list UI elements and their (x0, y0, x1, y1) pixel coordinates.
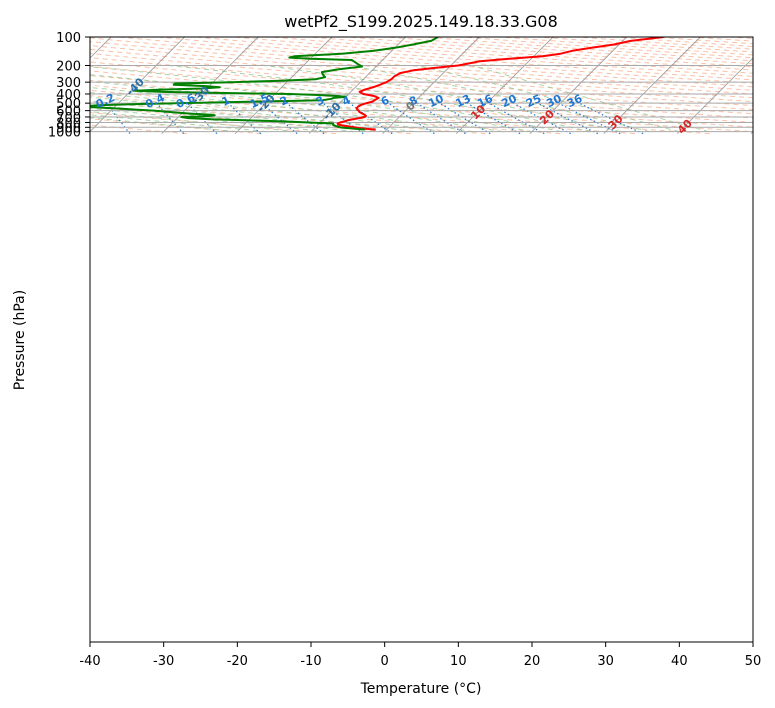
y-tick-label: 600 (56, 105, 81, 120)
profile-lines (90, 37, 664, 131)
mixing-ratio-label: 16 (475, 92, 495, 110)
y-tick-label: 700 (56, 111, 81, 126)
y-tick-label: 800 (56, 116, 81, 131)
dry-adiabat-line (90, 57, 753, 111)
dry-adiabat-line (90, 44, 753, 99)
dry-adiabat-line (90, 37, 753, 91)
dry-adiabat-line (90, 61, 753, 115)
isotherm-line (676, 57, 753, 134)
mixing-ratio-line (513, 102, 572, 135)
x-tick-label: 10 (450, 654, 467, 669)
moist-adiabat-line (263, 65, 621, 133)
y-tick-label: 400 (56, 88, 81, 103)
x-tick-label: -20 (227, 654, 248, 669)
mixing-ratio-line (187, 102, 218, 135)
dry-adiabat-line (196, 37, 753, 81)
x-tick-label: 30 (597, 654, 614, 669)
y-tick-label: 500 (56, 97, 81, 112)
dry-adiabat-line (386, 37, 753, 65)
isotherm-line (90, 37, 112, 59)
mixing-ratio-label: 13 (454, 92, 473, 110)
x-axis-label: Temperature (°C) (360, 681, 482, 697)
dry-adiabat-line (90, 70, 753, 123)
y-axis-label: Pressure (hPa) (12, 290, 28, 390)
y-tick-label: 300 (56, 76, 81, 91)
isotherm-line (161, 37, 259, 134)
isotherm-line (234, 37, 333, 134)
chart-title: wetPf2_S199.2025.149.18.33.G08 (284, 12, 558, 32)
x-tick-label: 50 (745, 654, 762, 669)
y-tick-label: 1000 (48, 126, 81, 141)
x-axis: -40 -30 -20 -10 0 10 20 30 40 50 (79, 642, 761, 669)
y-tick-label: 900 (56, 121, 81, 136)
x-tick-label: 0 (381, 654, 389, 669)
moist-adiabat-line (90, 81, 503, 133)
moist-adiabat-line (90, 86, 474, 133)
dewpoint-line (90, 37, 439, 131)
moist-adiabat-line (90, 96, 415, 133)
dry-adiabat-line (348, 37, 753, 68)
isotherm-line (382, 37, 480, 134)
temperature-line (336, 37, 664, 131)
mixing-ratio-line (579, 102, 644, 135)
mixing-ratio-label: 36 (565, 92, 585, 110)
x-tick-label: 20 (524, 654, 541, 669)
mixing-ratio-line (416, 102, 466, 135)
y-tick-label: 200 (56, 59, 81, 74)
isotherm-line (308, 37, 406, 134)
dry-adiabat-line (90, 41, 753, 95)
plot-frame (89, 36, 754, 643)
isotherm-line (529, 37, 627, 134)
moist-adiabat-line (471, 65, 709, 133)
x-tick-label: -30 (153, 654, 174, 669)
y-tick-label: 100 (56, 31, 81, 46)
mixing-ratio-line (286, 102, 325, 135)
dry-adiabat-line (272, 37, 753, 74)
mixing-ratio-label: 20 (500, 92, 520, 110)
mixing-ratio-line (261, 102, 298, 135)
x-tick-label: -10 (300, 654, 321, 669)
mixing-ratio-line (537, 102, 599, 135)
mixing-ratio-line (558, 102, 621, 135)
dry-adiabat-line (90, 48, 753, 103)
mixing-ratio-line (106, 102, 131, 134)
x-tick-label: 40 (671, 654, 688, 669)
moist-adiabat-line (90, 66, 562, 133)
mixing-ratio-line (156, 102, 185, 135)
mixing-ratio-label: 30 (544, 92, 564, 110)
mixing-ratio-label: 25 (524, 92, 543, 110)
moist-adiabat-line (90, 107, 326, 133)
isotherm-line (603, 37, 701, 134)
x-tick-label: -40 (79, 654, 100, 669)
dry-adiabat-line (463, 37, 753, 59)
moist-adiabat-line (168, 65, 592, 133)
isotherm-line (455, 37, 554, 134)
mixing-ratio-line (488, 102, 545, 135)
mixing-ratio-label: 10 (426, 92, 446, 110)
dry-adiabat-line (119, 37, 753, 88)
isotherm-line (90, 37, 185, 133)
